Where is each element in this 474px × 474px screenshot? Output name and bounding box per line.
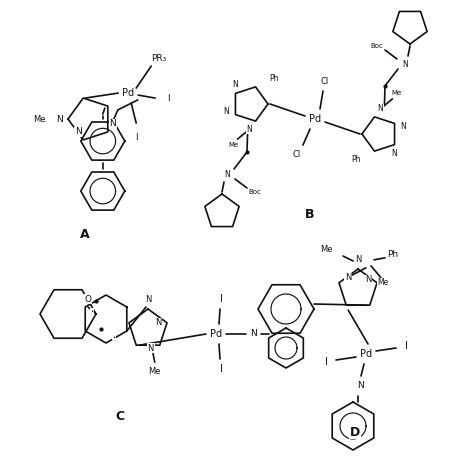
Text: Cl: Cl (321, 76, 329, 85)
Text: Ph: Ph (352, 155, 361, 164)
Text: C: C (116, 410, 125, 422)
Text: Me: Me (228, 142, 239, 148)
Text: •: • (112, 335, 116, 339)
Text: Ph: Ph (269, 74, 278, 83)
Text: Pd: Pd (360, 349, 372, 359)
Text: Boc: Boc (248, 189, 262, 195)
Text: N: N (224, 170, 230, 179)
Text: N: N (145, 295, 151, 304)
Text: I: I (135, 133, 137, 142)
Text: I: I (219, 294, 222, 304)
Text: Ph: Ph (387, 250, 399, 259)
Text: Cl: Cl (293, 149, 301, 158)
Text: D: D (350, 426, 360, 438)
Text: N: N (355, 255, 361, 264)
Text: Me: Me (392, 90, 401, 96)
Text: Me: Me (377, 278, 389, 287)
Text: N: N (75, 128, 82, 137)
Text: N: N (401, 122, 406, 131)
Text: Me: Me (320, 245, 333, 254)
Text: N: N (251, 329, 257, 338)
Text: I: I (167, 93, 170, 102)
Text: N: N (155, 319, 161, 328)
Text: N: N (224, 107, 229, 116)
Text: N: N (233, 80, 238, 89)
Text: Pd: Pd (210, 329, 222, 339)
Text: B: B (305, 208, 315, 220)
Text: PR₃: PR₃ (152, 54, 167, 63)
Text: I: I (219, 364, 222, 374)
Text: N: N (402, 60, 408, 69)
Text: N: N (56, 115, 64, 124)
Text: •: • (91, 309, 94, 313)
Text: N: N (392, 149, 397, 158)
Text: N: N (147, 344, 154, 353)
Text: N: N (357, 382, 365, 391)
Text: N: N (246, 125, 253, 134)
Text: Me: Me (148, 367, 161, 376)
Text: I: I (405, 341, 408, 351)
Text: Pd: Pd (122, 88, 134, 98)
Text: Me: Me (34, 115, 46, 124)
Text: A: A (80, 228, 90, 240)
Text: N: N (109, 119, 116, 128)
Text: N: N (378, 104, 383, 113)
Text: Pd: Pd (309, 114, 321, 124)
Text: O: O (85, 294, 91, 303)
Text: Boc: Boc (371, 43, 383, 49)
Text: N: N (345, 273, 351, 283)
Text: I: I (325, 357, 328, 367)
Text: N: N (365, 275, 371, 284)
